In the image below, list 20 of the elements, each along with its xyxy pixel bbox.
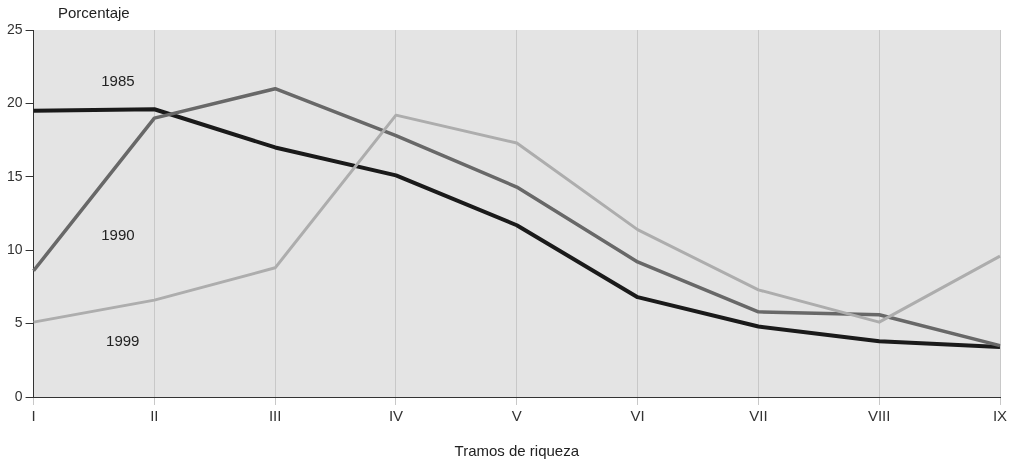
series-label: 1999 (106, 332, 140, 350)
series-label: 1985 (101, 71, 135, 89)
x-tick-label: V (511, 407, 522, 425)
x-tick-label: VII (749, 407, 768, 425)
y-axis-title: Porcentaje (58, 4, 130, 21)
x-tick-label: I (31, 407, 36, 425)
x-axis-title: Tramos de riqueza (454, 442, 580, 460)
y-tick-label: 0 (14, 387, 23, 404)
series-label: 1990 (101, 225, 135, 243)
y-tick-label: 15 (6, 167, 23, 184)
x-tick-label: IX (992, 407, 1008, 425)
y-tick-label: 25 (6, 20, 23, 37)
y-tick-label: 10 (6, 241, 23, 258)
x-tick-label: VIII (867, 407, 891, 425)
x-tick-label: II (150, 407, 159, 425)
x-tick-label: VI (630, 407, 645, 425)
x-tick-label: III (268, 407, 282, 425)
y-tick-label: 5 (14, 314, 23, 331)
x-tick-label: IV (388, 407, 404, 425)
y-tick-label: 20 (6, 94, 23, 111)
